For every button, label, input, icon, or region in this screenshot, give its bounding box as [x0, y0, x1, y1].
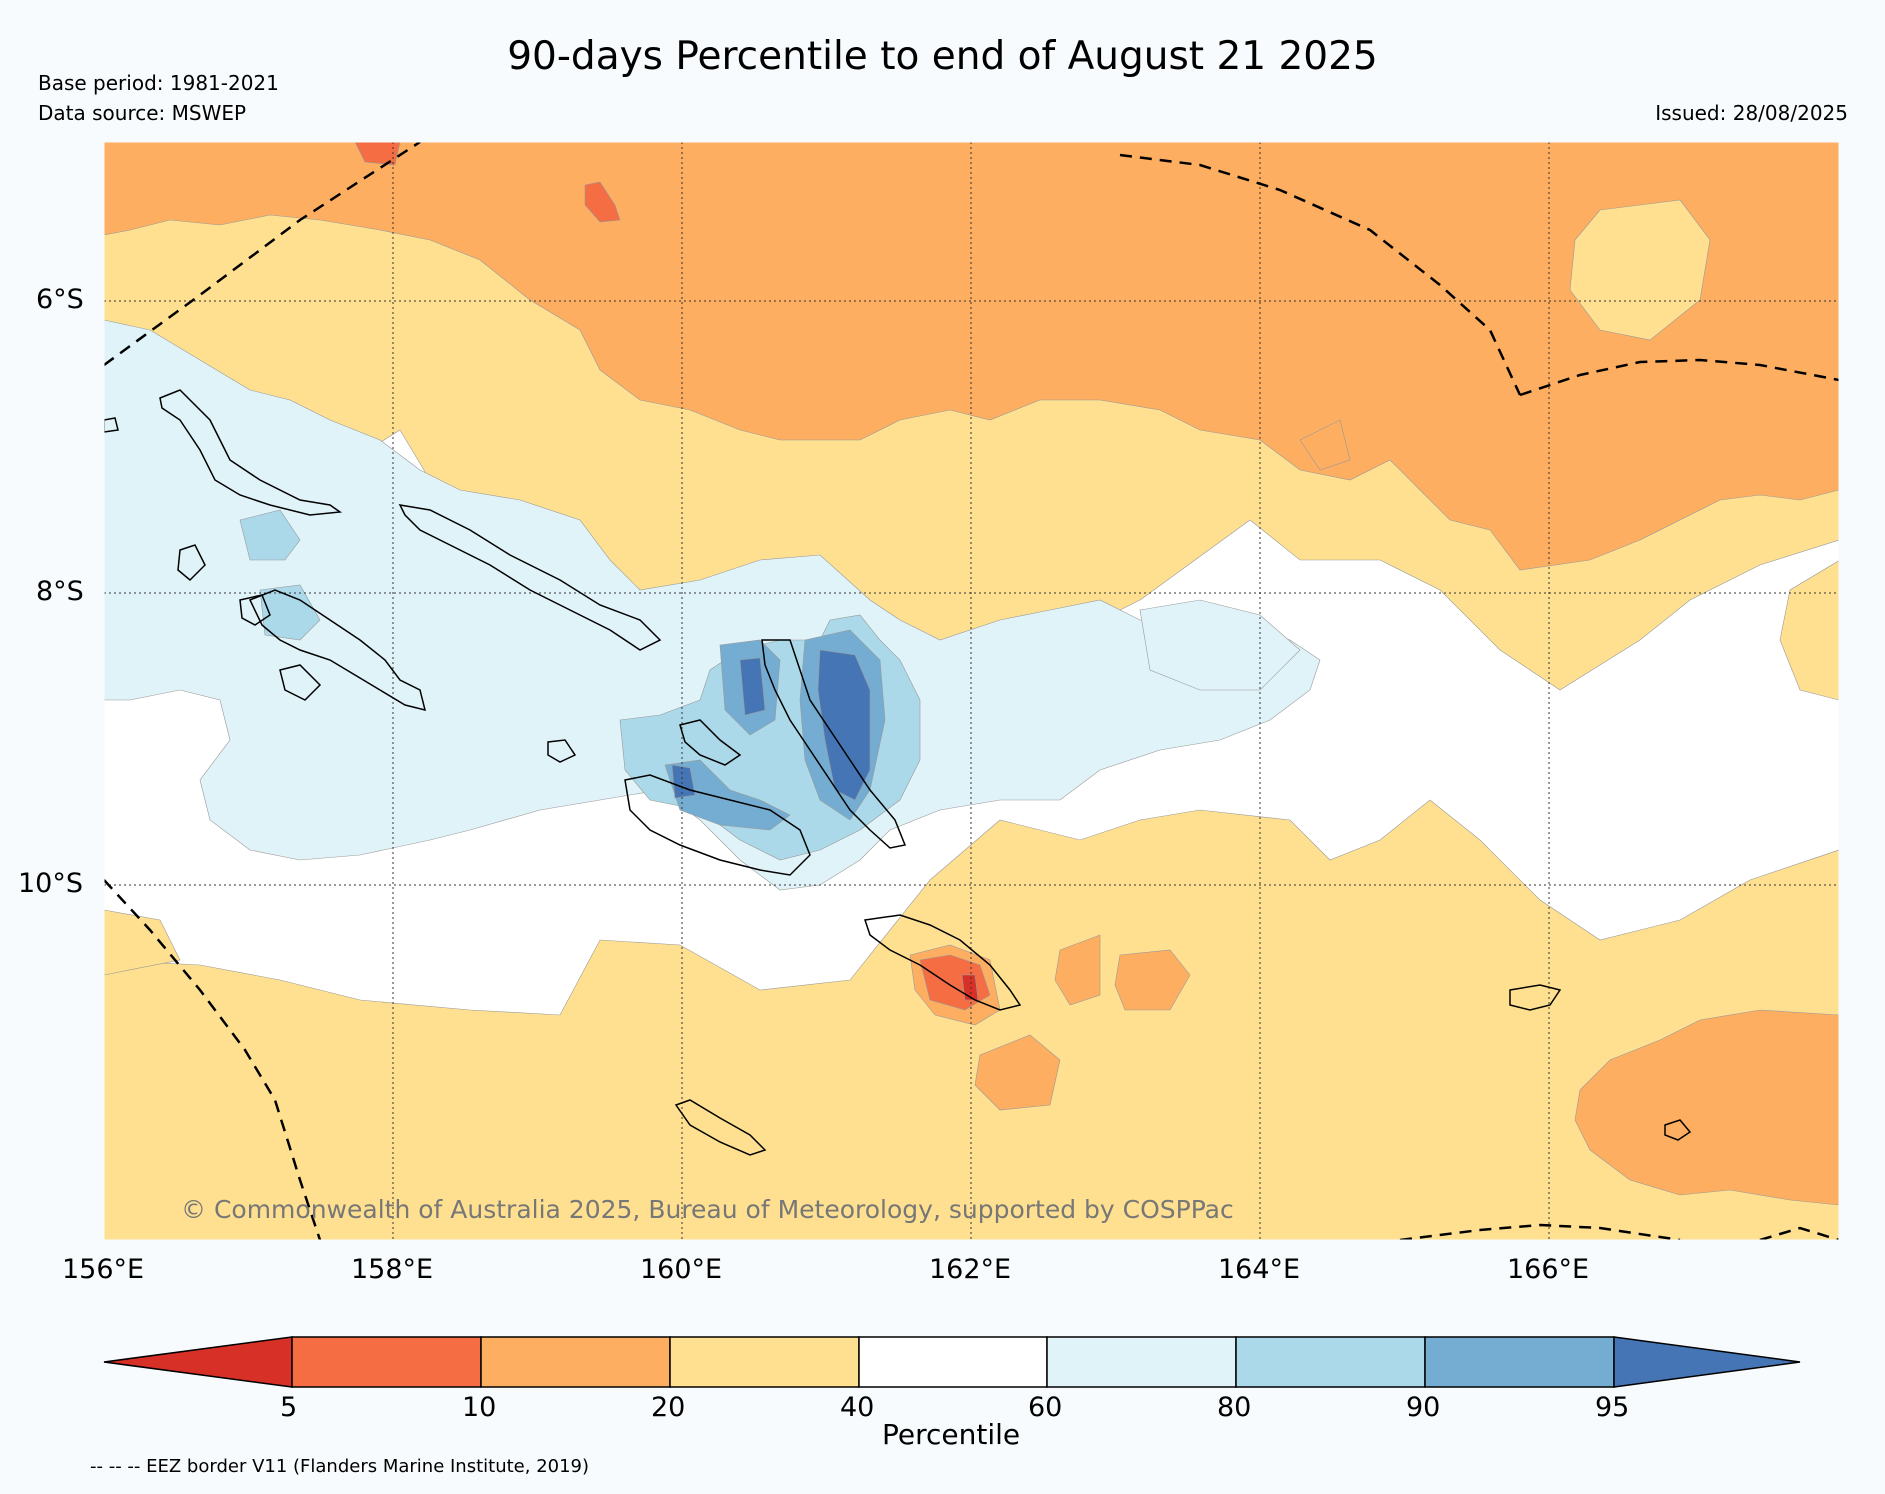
very-dry-zone-south-center-2 — [1114, 949, 1191, 1011]
colorbar-tick-90: 90 — [1406, 1392, 1441, 1423]
colorbar-segment-60-80 — [1046, 1336, 1237, 1388]
coastline-rennell — [674, 1099, 767, 1156]
map-graticule — [104, 142, 1839, 1240]
coastline-russell — [547, 739, 577, 763]
lon-tick-162e: 162°E — [929, 1254, 1012, 1285]
wet-zone-central — [104, 319, 1321, 891]
coastline-vella-lavella — [177, 544, 206, 582]
extremely-dry-spot-nw — [354, 142, 401, 166]
colorbar-tick-40: 40 — [840, 1392, 875, 1423]
eez-borders — [104, 142, 1839, 1240]
map-title: 90-days Percentile to end of August 21 2… — [507, 34, 1378, 79]
very-dry-zone-north — [104, 142, 1839, 571]
colorbar-segment-above-95 — [1613, 1336, 1801, 1388]
coastline-isabel — [398, 504, 662, 651]
very-dry-zone-southeast — [1574, 1009, 1839, 1206]
colorbar — [103, 1336, 1801, 1388]
eez-footnote: -- -- -- EEZ border V11 (Flanders Marine… — [90, 1456, 590, 1477]
coastlines — [104, 389, 1692, 1156]
very-wet-zone-guadalcanal — [664, 759, 791, 831]
colorbar-segment-10-20 — [480, 1336, 671, 1388]
coastline-makira — [864, 914, 1022, 1011]
coastline-rendova — [279, 664, 322, 701]
lon-tick-166e: 166°E — [1507, 1254, 1590, 1285]
lon-tick-160e: 160°E — [640, 1254, 723, 1285]
extremely-wet-zone-central — [739, 657, 766, 716]
lon-tick-156e: 156°E — [62, 1254, 145, 1285]
colorbar-segment-90-95 — [1424, 1336, 1615, 1388]
coastline-new-georgia — [248, 589, 427, 712]
colorbar-tick-80: 80 — [1217, 1392, 1252, 1423]
colorbar-segment-5-10 — [291, 1336, 482, 1388]
colorbar-tick-60: 60 — [1028, 1392, 1063, 1423]
coastline-florida — [679, 719, 742, 766]
very-dry-zone-east — [1779, 560, 1839, 701]
coastline-choiseul — [159, 389, 343, 516]
coastline-kolombangara — [239, 594, 271, 626]
lon-tick-164e: 164°E — [1218, 1254, 1301, 1285]
issued-date-label: Issued: 28/08/2025 — [1655, 101, 1848, 125]
lat-tick-6s: 6°S — [36, 284, 84, 315]
dry-zone-east-bump — [1299, 419, 1351, 471]
colorbar-tick-20: 20 — [651, 1392, 686, 1423]
very-dry-zone-south-center-3 — [974, 1034, 1061, 1111]
colorbar-tick-10: 10 — [462, 1392, 497, 1423]
base-period-label: Base period: 1981-2021 — [38, 71, 279, 95]
very-dry-zone-northeast-island — [1569, 199, 1711, 341]
colorbar-tick-5: 5 — [280, 1392, 298, 1423]
wetter-zone-west — [239, 509, 301, 561]
colorbar-segment-below-5 — [103, 1336, 293, 1388]
colorbar-segment-20-40 — [669, 1336, 860, 1388]
colorbar-segment-80-90 — [1235, 1336, 1426, 1388]
colorbar-segment-40-60 — [858, 1336, 1048, 1388]
extremely-wet-zone-malaita — [817, 649, 871, 801]
very-dry-zone-south-center — [1054, 934, 1101, 1006]
extremely-dry-spot-north — [584, 181, 621, 223]
coastline-guadalcanal — [624, 774, 811, 876]
map-frame — [103, 141, 1840, 1241]
coastline-vanikoro — [1664, 1119, 1692, 1141]
colorbar-tick-95: 95 — [1595, 1392, 1630, 1423]
lon-tick-158e: 158°E — [351, 1254, 434, 1285]
coastline-malaita — [761, 639, 907, 849]
lat-tick-10s: 10°S — [18, 868, 83, 899]
data-source-label: Data source: MSWEP — [38, 101, 247, 125]
lat-tick-8s: 8°S — [36, 576, 84, 607]
copyright-notice: © Commonwealth of Australia 2025, Bureau… — [181, 1195, 1234, 1224]
colorbar-label: Percentile — [882, 1418, 1021, 1451]
coastline-santa-cruz — [1509, 984, 1562, 1011]
coastline-shortland — [104, 417, 119, 433]
dry-zone-southwest — [104, 909, 181, 976]
